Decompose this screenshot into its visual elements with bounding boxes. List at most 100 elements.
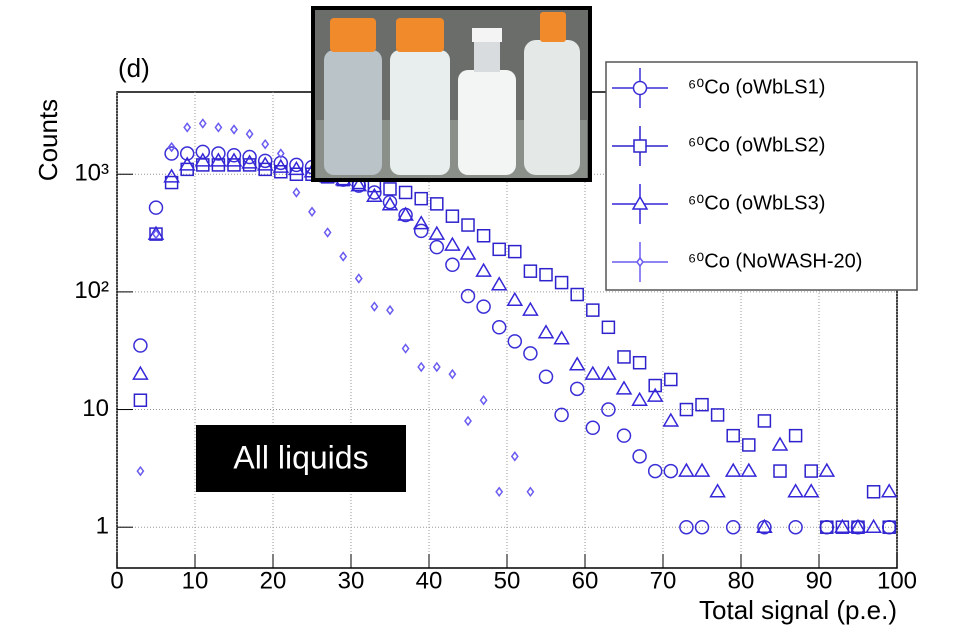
x-tick-label: 80 xyxy=(728,567,755,594)
point xyxy=(586,303,600,317)
point xyxy=(492,242,506,257)
point xyxy=(178,156,196,171)
point xyxy=(802,483,820,498)
point xyxy=(820,520,834,534)
point xyxy=(354,273,363,284)
point xyxy=(679,519,694,535)
point xyxy=(194,152,212,167)
annotation-box xyxy=(196,425,406,492)
point xyxy=(257,153,273,169)
point xyxy=(740,462,758,477)
point xyxy=(788,519,803,535)
point xyxy=(242,149,257,165)
point xyxy=(198,118,207,129)
point xyxy=(133,338,148,353)
point xyxy=(476,229,491,243)
x-tick-label: 60 xyxy=(572,567,599,594)
point xyxy=(464,415,472,427)
y-tick-label: 1 xyxy=(96,513,109,540)
legend-box xyxy=(605,61,918,291)
point xyxy=(771,436,789,451)
point xyxy=(615,380,633,395)
point xyxy=(308,206,316,217)
point xyxy=(646,387,664,402)
x-tick-label: 90 xyxy=(806,567,833,594)
point xyxy=(479,394,488,406)
point xyxy=(742,438,756,452)
point xyxy=(167,141,176,153)
point xyxy=(694,519,710,535)
point xyxy=(679,402,694,417)
point xyxy=(366,187,383,202)
point xyxy=(663,463,679,479)
point xyxy=(133,393,148,407)
point xyxy=(323,227,332,238)
point xyxy=(695,397,709,412)
point xyxy=(554,275,569,290)
y-tick-label: 10³ xyxy=(74,160,109,187)
point xyxy=(288,160,305,176)
point xyxy=(164,146,179,161)
legend-label: ⁶⁰Co (NoWASH-20) xyxy=(688,250,862,272)
point xyxy=(261,138,270,150)
point xyxy=(664,372,678,387)
x-tick-label: 50 xyxy=(494,567,521,594)
point xyxy=(726,428,740,443)
point xyxy=(132,365,149,380)
point xyxy=(539,267,553,282)
point xyxy=(725,519,741,535)
point xyxy=(568,356,586,371)
point xyxy=(401,343,410,354)
point xyxy=(445,209,460,223)
point xyxy=(350,177,368,192)
point xyxy=(880,483,898,498)
point xyxy=(428,225,446,240)
point xyxy=(430,197,444,211)
x-axis-label: Total signal (p.e.) xyxy=(699,595,897,625)
point xyxy=(523,264,538,278)
point xyxy=(693,462,711,477)
point xyxy=(834,518,851,533)
legend-marker xyxy=(636,256,644,268)
point xyxy=(339,251,348,262)
point xyxy=(460,288,476,304)
point xyxy=(724,462,742,477)
point xyxy=(211,146,226,161)
point xyxy=(412,215,430,230)
point xyxy=(569,381,585,397)
point xyxy=(616,428,632,443)
panel-label: (d) xyxy=(118,53,150,83)
point xyxy=(475,262,492,277)
point xyxy=(788,428,803,443)
point xyxy=(757,414,772,428)
point xyxy=(773,464,787,478)
legend-label: ⁶⁰Co (oWbLS1) xyxy=(688,76,825,98)
point xyxy=(584,365,602,380)
x-tick-label: 0 xyxy=(110,567,123,594)
point xyxy=(148,200,164,215)
point xyxy=(256,156,274,171)
x-tick-label: 10 xyxy=(182,567,209,594)
point xyxy=(414,191,428,206)
point xyxy=(510,451,519,462)
point xyxy=(136,465,145,477)
point xyxy=(710,408,725,422)
point xyxy=(432,361,441,373)
point xyxy=(662,412,680,427)
point xyxy=(163,168,180,183)
point xyxy=(849,518,867,533)
legend-marker xyxy=(631,195,649,210)
point xyxy=(214,122,223,133)
grid xyxy=(116,92,898,568)
point xyxy=(600,365,617,380)
annotation: All liquids xyxy=(233,439,368,475)
points xyxy=(132,118,898,535)
point xyxy=(429,239,445,255)
point xyxy=(210,152,227,167)
x-tick-label: 70 xyxy=(650,567,677,594)
point xyxy=(709,483,726,498)
point xyxy=(818,462,836,477)
point xyxy=(444,236,461,251)
x-tick-label: 100 xyxy=(877,567,917,594)
